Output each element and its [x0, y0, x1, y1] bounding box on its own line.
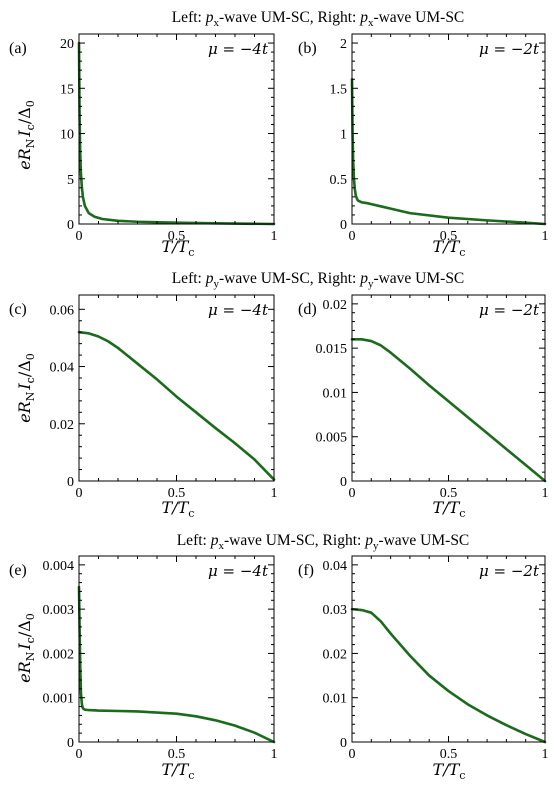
ytick-label-f: 0: [340, 736, 347, 751]
panel-label-a: (a): [9, 40, 27, 57]
xtick-label-a: 1: [271, 229, 278, 244]
ytick-label-c: 0.02: [50, 418, 75, 433]
xtick-label-f: 0: [349, 747, 356, 762]
ytick-label-f: 0.01: [323, 692, 348, 707]
mu-annotation-b: μ = −2t: [479, 40, 540, 58]
ytick-label-d: 0.02: [323, 298, 348, 313]
panel-d: 0 0.5 1 0 0.005 0.01 0.015 0.02 (d) μ = −2t: [298, 294, 549, 501]
ytick-label-a: 20: [60, 37, 74, 52]
xlabel-f: T/Tc: [433, 760, 466, 782]
ytick-label-b: 0: [340, 218, 347, 233]
xlabel-d: T/Tc: [433, 498, 466, 520]
ytick-label-e: 0.001: [43, 692, 75, 707]
ytick-label-b: 0.5: [330, 173, 348, 188]
xlabel-a: T/Tc: [162, 237, 195, 259]
ylabel-row-2: eRNIc/Δ0: [15, 353, 37, 423]
mu-annotation-d: μ = −2t: [479, 301, 540, 319]
series-line-e: [77, 585, 276, 744]
panel-e: 0 0.5 1 0 0.001 0.002 0.003 0.004 (e) μ = −4t: [9, 555, 278, 762]
xtick-label-b: 0.5: [440, 229, 458, 244]
panel-label-d: (d): [298, 301, 317, 318]
ytick-label-d: 0: [340, 475, 347, 490]
ytick-label-b: 1: [340, 128, 347, 143]
xlabel-c: T/Tc: [162, 498, 195, 520]
row-title-1: Left: px-wave UM-SC, Right: px-wave UM-S…: [172, 9, 465, 29]
ytick-label-e: 0.002: [43, 647, 75, 662]
ytick-label-d: 0.005: [316, 431, 348, 446]
xtick-label-e: 0: [76, 747, 83, 762]
series-line-c: [77, 330, 276, 481]
series-line-a: [77, 41, 276, 226]
mu-annotation-c: μ = −4t: [208, 301, 269, 319]
panel-label-c: (c): [9, 301, 27, 318]
xlabel-e: T/Tc: [162, 760, 195, 782]
ytick-label-c: 0.04: [50, 361, 75, 376]
ytick-label-d: 0.01: [323, 386, 348, 401]
axes-frame-d: [351, 294, 546, 482]
xtick-label-d: 0: [349, 486, 356, 501]
xtick-label-a: 0.5: [168, 229, 186, 244]
xtick-label-c: 0: [76, 486, 83, 501]
mu-annotation-a: μ = −4t: [208, 40, 269, 58]
panel-c: 0 0.5 1 0 0.02 0.04 0.06 (c) μ = −4t: [9, 294, 278, 501]
ytick-label-c: 0.06: [50, 303, 75, 318]
ylabel-row-3: eRNIc/Δ0: [15, 613, 37, 683]
panel-b: 0 0.5 1 0 0.5 1 1.5 2 (b) μ = −2t: [298, 33, 549, 244]
xlabel-b: T/Tc: [433, 237, 466, 259]
panel-label-e: (e): [9, 562, 27, 579]
ytick-label-a: 15: [60, 82, 74, 97]
ytick-label-a: 5: [67, 173, 74, 188]
axes-frame-f: [351, 555, 546, 743]
xtick-label-b: 0: [349, 229, 356, 244]
ytick-label-d: 0.015: [316, 342, 348, 357]
panel-f: 0 0.5 1 0 0.01 0.02 0.03 0.04 (f) μ = −2t: [298, 555, 549, 762]
ytick-label-a: 0: [67, 218, 74, 233]
series-line-b: [350, 77, 547, 226]
mu-annotation-f: μ = −2t: [479, 562, 540, 580]
ytick-label-e: 0.003: [43, 603, 75, 618]
xtick-label-f: 0.5: [440, 747, 458, 762]
axes-frame-b: [351, 33, 546, 225]
ytick-label-b: 1.5: [330, 82, 348, 97]
xtick-label-d: 0.5: [440, 486, 458, 501]
xtick-label-a: 0: [76, 229, 83, 244]
row-title-2: Left: py-wave UM-SC, Right: py-wave UM-S…: [172, 270, 465, 290]
row-title-3: Left: px-wave UM-SC, Right: py-wave UM-S…: [177, 532, 470, 552]
series-line-f: [350, 607, 547, 744]
panel-label-f: (f): [298, 562, 314, 579]
ytick-label-f: 0.03: [323, 603, 348, 618]
panel-label-b: (b): [298, 40, 317, 57]
xtick-label-c: 1: [271, 486, 278, 501]
xtick-label-e: 0.5: [168, 747, 186, 762]
xtick-label-f: 1: [542, 747, 549, 762]
ytick-label-e: 0: [67, 736, 74, 751]
ytick-label-a: 10: [60, 128, 74, 143]
xtick-label-d: 1: [542, 486, 549, 501]
mu-annotation-e: μ = −4t: [208, 562, 269, 580]
ytick-label-f: 0.02: [323, 647, 348, 662]
ytick-label-b: 2: [340, 37, 347, 52]
ylabel-row-1: eRNIc/Δ0: [15, 100, 37, 170]
xtick-label-e: 1: [271, 747, 278, 762]
axes-frame-a: [78, 33, 275, 225]
xtick-label-b: 1: [542, 229, 549, 244]
ytick-label-f: 0.04: [323, 559, 348, 574]
series-line-d: [350, 337, 547, 483]
axes-frame-c: [78, 294, 275, 482]
ytick-label-e: 0.004: [43, 559, 75, 574]
xtick-label-c: 0.5: [168, 486, 186, 501]
ytick-label-c: 0: [67, 475, 74, 490]
